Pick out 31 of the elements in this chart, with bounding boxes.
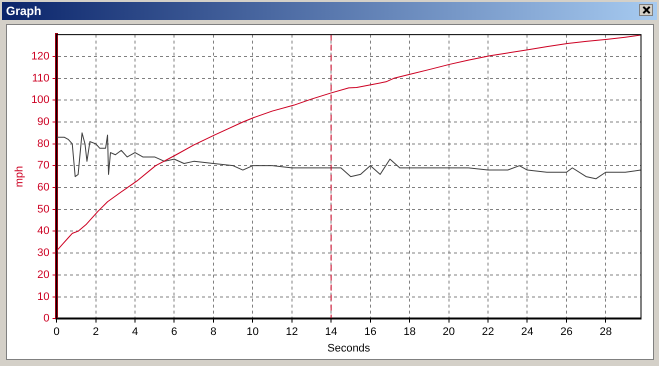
x-tick-label: 22 — [482, 326, 494, 338]
y-tick-label: 0 — [43, 312, 50, 325]
y-axis-title: mph — [14, 166, 26, 188]
x-tick-label: 14 — [325, 326, 338, 338]
x-axis-title: Seconds — [327, 342, 371, 354]
x-tick-label: 12 — [286, 326, 298, 338]
x-tick-label: 20 — [442, 326, 455, 338]
y-tick-label: 120 — [31, 50, 50, 62]
x-tick-label: 2 — [92, 326, 99, 338]
y-tick-label: 60 — [37, 182, 50, 194]
y-tick-label: 70 — [37, 160, 50, 172]
y-tick-label: 20 — [37, 268, 50, 281]
y-tick-label: 100 — [31, 94, 50, 106]
y-tick-label: 110 — [32, 72, 50, 84]
y-tick-label: 30 — [37, 247, 50, 260]
x-tick-label: 8 — [210, 326, 217, 338]
y-tick-label: 50 — [37, 203, 50, 216]
x-tick-label: 28 — [600, 326, 612, 338]
x-tick-label: 6 — [171, 326, 178, 338]
y-tick-label: 90 — [37, 116, 50, 128]
chart-title: Graph — [2, 2, 657, 20]
y-tick-label: 10 — [37, 290, 50, 303]
y-tick-label: 40 — [37, 225, 50, 238]
x-tick-label: 24 — [521, 326, 534, 338]
y-tick-label: 80 — [37, 138, 50, 150]
x-tick-label: 10 — [246, 326, 259, 338]
x-tick-label: 18 — [403, 326, 416, 338]
x-tick-label: 4 — [132, 326, 138, 338]
x-tick-label: 0 — [53, 326, 60, 338]
x-tick-label: 26 — [560, 326, 573, 338]
x-tick-label: 16 — [364, 326, 376, 338]
